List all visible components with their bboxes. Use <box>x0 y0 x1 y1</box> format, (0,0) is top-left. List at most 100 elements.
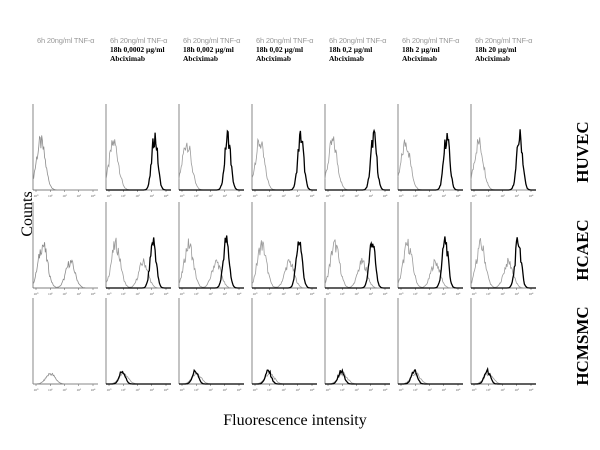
x-tick-label: 10² <box>62 292 67 296</box>
x-tick-label: 10² <box>500 292 505 296</box>
x-tick-label: 10³ <box>149 388 154 392</box>
treated-histogram <box>252 241 317 289</box>
dose-line: 18h 0,0002 µg/ml <box>110 45 165 54</box>
histogram-panel: 10⁰ 10¹ 10² 10³ 10⁴ <box>178 298 244 392</box>
x-tick-label: 10³ <box>76 292 81 296</box>
column-header: 6h 20ng/ml TNF-α 18h 0,0002 µg/ml Abcixima… <box>110 36 190 63</box>
treated-histogram <box>179 129 244 191</box>
dose-line: 18h 0,002 µg/ml <box>183 45 234 54</box>
x-tick-label: 10³ <box>441 388 446 392</box>
x-tick-label: 10⁰ <box>34 194 40 198</box>
control-histogram <box>105 237 171 289</box>
histogram-panel: 10⁰ 10¹ 10² 10³ 10⁴ <box>397 104 463 198</box>
x-tick-label: 10¹ <box>121 194 126 198</box>
treated-histogram <box>398 236 463 289</box>
x-tick-label: 10⁴ <box>91 194 97 198</box>
x-tick-label: 10² <box>281 194 286 198</box>
x-tick-label: 10² <box>62 194 67 198</box>
histogram-panel: 10⁰ 10¹ 10² 10³ 10⁴ <box>105 202 171 296</box>
drug-line: Abciximab <box>183 54 219 63</box>
control-histogram <box>324 239 390 289</box>
x-tick-label: 10⁴ <box>456 194 462 198</box>
treatment-line: 6h 20ng/ml TNF-α <box>110 36 168 45</box>
x-tick-label: 10³ <box>295 388 300 392</box>
x-tick-label: 10³ <box>295 194 300 198</box>
control-histogram <box>178 238 244 289</box>
x-tick-label: 10² <box>208 194 213 198</box>
treated-histogram <box>325 241 390 289</box>
control-histogram <box>470 238 536 289</box>
x-tick-label: 10⁰ <box>107 292 113 296</box>
histogram-panel: 10⁰ 10¹ 10² 10³ 10⁴ <box>178 104 244 198</box>
treatment-line: 6h 20ng/ml TNF-α <box>329 36 387 45</box>
x-tick-label: 10⁴ <box>456 388 462 392</box>
x-tick-label: 10⁴ <box>237 388 243 392</box>
x-tick-label: 10⁴ <box>237 292 243 296</box>
x-tick-label: 10² <box>62 388 67 392</box>
column-header: 6h 20ng/ml TNF-α 18h 2 µg/ml Abciximab <box>402 36 482 63</box>
treatment-line: 6h 20ng/ml TNF-α <box>37 36 95 45</box>
row-label: HUVEC <box>573 121 592 183</box>
treated-histogram <box>252 369 317 385</box>
x-tick-label: 10⁰ <box>253 388 259 392</box>
treated-histogram <box>179 368 244 385</box>
x-tick-label: 10¹ <box>121 292 126 296</box>
x-tick-label: 10⁰ <box>34 388 40 392</box>
histogram-panel: 10⁰ 10¹ 10² 10³ 10⁴ <box>32 202 98 296</box>
dose-line: 18h 0,02 µg/ml <box>256 45 304 54</box>
x-tick-label: 10¹ <box>486 292 491 296</box>
column-header: 6h 20ng/ml TNF-α 18h 0,2 µg/ml Abciximab <box>329 36 409 63</box>
control-histogram <box>251 240 317 289</box>
x-tick-label: 10² <box>500 194 505 198</box>
x-tick-label: 10⁰ <box>326 292 332 296</box>
x-tick-label: 10³ <box>222 292 227 296</box>
drug-line: Abciximab <box>256 54 292 63</box>
x-tick-label: 10³ <box>441 194 446 198</box>
treatment-line: 6h 20ng/ml TNF-α <box>183 36 241 45</box>
dose-line: 18h 0,2 µg/ml <box>329 45 373 54</box>
histogram-panel: 10⁰ 10¹ 10² 10³ 10⁴ <box>470 104 536 198</box>
x-tick-label: 10² <box>208 388 213 392</box>
x-tick-label: 10³ <box>441 292 446 296</box>
histogram-panel: 10⁰ 10¹ 10² 10³ 10⁴ <box>178 202 244 296</box>
drug-line: Abciximab <box>329 54 365 63</box>
x-tick-label: 10⁰ <box>326 388 332 392</box>
histogram-panel: 10⁰ 10¹ 10² 10³ 10⁴ <box>397 202 463 296</box>
column-header: 6h 20ng/ml TNF-α 18h 0,02 µg/ml Abciximab <box>256 36 336 63</box>
x-tick-label: 10⁴ <box>383 194 389 198</box>
x-tick-label: 10⁰ <box>253 292 259 296</box>
x-tick-label: 10¹ <box>121 388 126 392</box>
x-tick-label: 10¹ <box>340 194 345 198</box>
drug-line: Abciximab <box>110 54 146 63</box>
treatment-line: 6h 20ng/ml TNF-α <box>256 36 314 45</box>
histogram-panel: 10⁰ 10¹ 10² 10³ 10⁴ <box>324 104 390 198</box>
treated-histogram <box>398 369 463 385</box>
x-tick-label: 10⁰ <box>180 292 186 296</box>
x-tick-label: 10⁴ <box>529 388 535 392</box>
x-tick-label: 10¹ <box>267 194 272 198</box>
x-tick-label: 10¹ <box>340 292 345 296</box>
x-tick-label: 10² <box>500 388 505 392</box>
x-tick-label: 10⁴ <box>164 292 170 296</box>
x-tick-label: 10⁴ <box>237 194 243 198</box>
treated-histogram <box>106 132 171 191</box>
treatment-line: 6h 20ng/ml TNF-α <box>475 36 533 45</box>
x-tick-label: 10² <box>281 388 286 392</box>
x-tick-label: 10⁴ <box>456 292 462 296</box>
control-histogram <box>33 372 98 385</box>
x-tick-label: 10¹ <box>486 388 491 392</box>
histogram-panel: 10⁰ 10¹ 10² 10³ 10⁴ <box>324 298 390 392</box>
treated-histogram <box>471 237 536 289</box>
y-axis-label: Counts <box>19 191 36 237</box>
x-tick-label: 10⁰ <box>180 194 186 198</box>
treatment-line: 6h 20ng/ml TNF-α <box>402 36 460 45</box>
x-tick-label: 10⁰ <box>326 194 332 198</box>
x-tick-label: 10² <box>135 292 140 296</box>
control-histogram <box>397 238 463 289</box>
x-tick-label: 10³ <box>222 388 227 392</box>
treated-histogram <box>471 366 536 385</box>
x-tick-label: 10⁴ <box>383 292 389 296</box>
x-tick-label: 10⁰ <box>472 292 478 296</box>
x-tick-label: 10¹ <box>194 388 199 392</box>
